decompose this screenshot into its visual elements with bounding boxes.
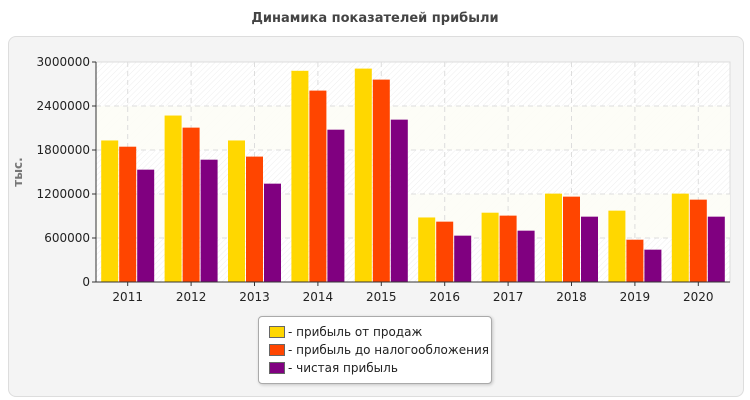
bar bbox=[671, 193, 689, 282]
grid-band bbox=[96, 106, 730, 150]
x-tick-label: 2015 bbox=[366, 290, 397, 304]
bar bbox=[264, 183, 281, 282]
legend-item: - прибыль до налогообложения bbox=[269, 343, 489, 357]
y-tick-label: 3000000 bbox=[37, 55, 90, 69]
bar bbox=[517, 230, 535, 282]
x-tick-label: 2018 bbox=[556, 290, 587, 304]
bar bbox=[689, 199, 707, 282]
bar bbox=[626, 239, 644, 282]
bar bbox=[390, 119, 408, 282]
bar bbox=[101, 140, 119, 282]
bar bbox=[707, 216, 725, 282]
bar bbox=[327, 129, 345, 282]
x-tick-label: 2011 bbox=[112, 290, 143, 304]
y-axis-label: тыс. bbox=[11, 157, 25, 186]
y-tick-label: 0 bbox=[82, 275, 90, 289]
legend: - прибыль от продаж - прибыль до налогоо… bbox=[258, 316, 492, 384]
legend-label: - прибыль от продаж bbox=[288, 325, 423, 339]
bar bbox=[418, 217, 436, 282]
bar bbox=[200, 159, 218, 282]
y-tick-label: 600000 bbox=[44, 231, 90, 245]
bar bbox=[291, 70, 309, 282]
legend-label: - прибыль до налогообложения bbox=[288, 343, 489, 357]
legend-item: - прибыль от продаж bbox=[269, 325, 422, 339]
bar bbox=[354, 68, 372, 282]
bar bbox=[228, 140, 245, 282]
bar bbox=[119, 146, 137, 282]
bar bbox=[499, 215, 517, 282]
legend-swatch bbox=[269, 344, 285, 356]
legend-swatch bbox=[269, 362, 285, 374]
x-tick-label: 2020 bbox=[683, 290, 714, 304]
bar bbox=[182, 127, 200, 282]
y-tick-label: 1200000 bbox=[37, 187, 90, 201]
x-tick-label: 2019 bbox=[620, 290, 651, 304]
bar bbox=[644, 249, 662, 282]
bar bbox=[608, 210, 626, 282]
bar bbox=[436, 221, 454, 282]
y-tick-label: 1800000 bbox=[37, 143, 90, 157]
bar bbox=[164, 115, 182, 283]
bar bbox=[581, 216, 598, 282]
chart-title: Динамика показателей прибыли bbox=[251, 11, 499, 26]
x-tick-label: 2012 bbox=[176, 290, 207, 304]
bar bbox=[454, 235, 472, 282]
x-tick-label: 2014 bbox=[303, 290, 334, 304]
x-tick-label: 2013 bbox=[239, 290, 270, 304]
x-tick-label: 2016 bbox=[429, 290, 460, 304]
bar bbox=[545, 193, 562, 282]
x-tick-label: 2017 bbox=[493, 290, 524, 304]
bar bbox=[137, 169, 155, 282]
bar bbox=[372, 79, 390, 282]
y-tick-label: 2400000 bbox=[37, 99, 90, 113]
bar bbox=[309, 90, 327, 282]
bar bbox=[563, 196, 580, 282]
bar bbox=[246, 156, 263, 282]
legend-label: - чистая прибыль bbox=[288, 361, 398, 375]
legend-item: - чистая прибыль bbox=[269, 361, 398, 375]
bar bbox=[481, 212, 499, 282]
legend-swatch bbox=[269, 326, 285, 338]
